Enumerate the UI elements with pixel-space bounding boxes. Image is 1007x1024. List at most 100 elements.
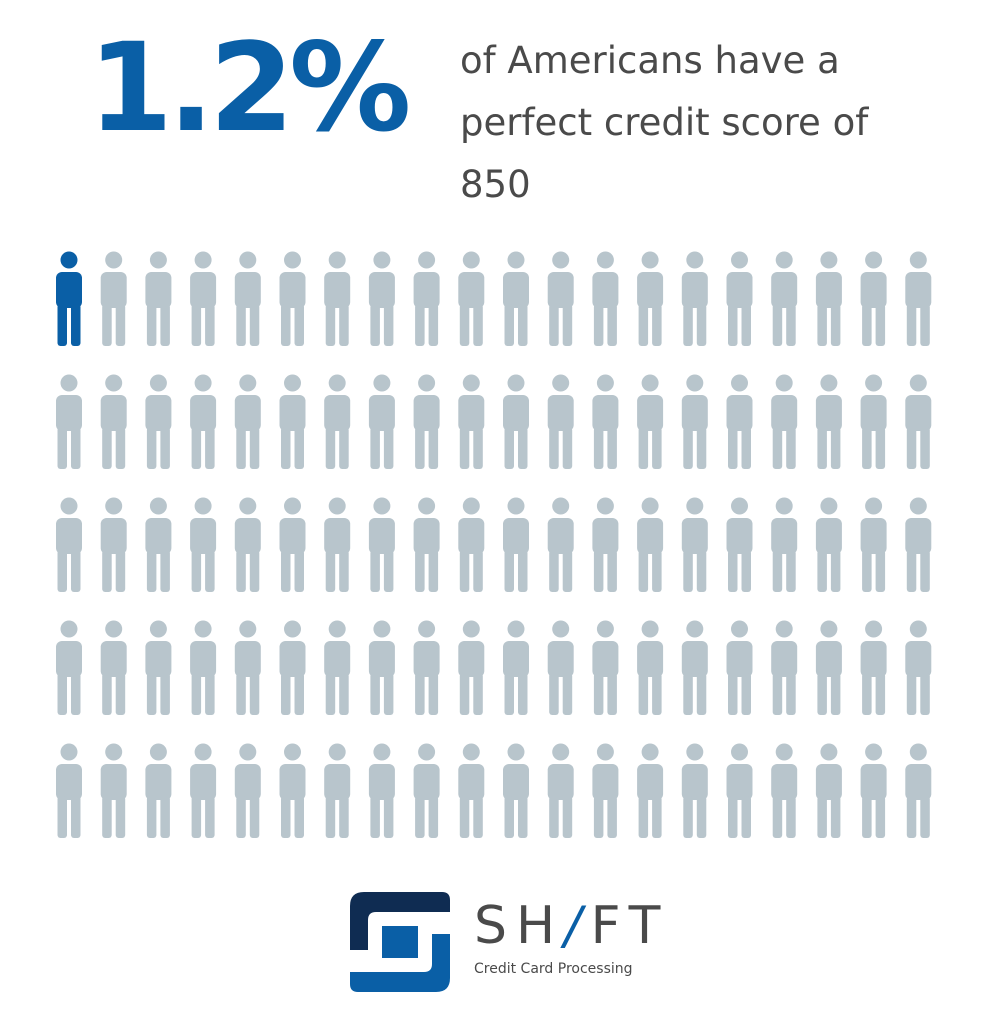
person-body [726,641,753,677]
person-left-leg [772,427,783,469]
person-right-leg [249,427,260,469]
person-left-leg [638,796,649,838]
pictogram-chart [56,251,932,838]
person-body [860,764,887,800]
person-body [637,641,664,677]
person-right-leg [428,304,439,346]
person-icon [726,251,753,346]
person-left-leg [728,304,738,346]
person-right-leg [875,427,886,469]
person-icon [100,620,127,715]
person-icon [145,497,172,592]
person-head [820,251,838,269]
person-body [503,518,529,554]
person-right-leg [920,673,930,715]
person-body [458,764,485,800]
person-icon [145,251,172,346]
person-head [552,620,570,638]
person-body [592,395,619,431]
person-icon [458,620,485,715]
person-head [149,251,167,269]
person-head [239,497,257,515]
person-icon [234,620,261,715]
person-body [279,641,306,677]
person-head [731,497,748,515]
person-body [324,272,351,308]
logo-mark-bottom-block [350,934,450,992]
person-left-leg [415,673,425,715]
person-icon [279,620,306,715]
person-head [552,251,570,269]
person-right-leg [428,550,439,592]
person-body [503,641,529,677]
person-head [60,374,78,392]
person-left-leg [504,673,514,715]
person-icon [368,374,395,469]
person-body [771,764,798,800]
person-right-leg [830,304,841,346]
person-right-leg [71,304,81,346]
person-left-leg [146,427,157,469]
person-right-leg [741,304,751,346]
person-left-leg [549,427,559,469]
person-left-leg [772,796,783,838]
person-right-leg [249,304,260,346]
person-icon [145,743,172,838]
person-left-leg [102,427,112,469]
person-left-leg [325,427,336,469]
person-right-leg [205,796,215,838]
person-head [284,743,301,761]
person-body [681,395,708,431]
person-icon [726,743,753,838]
person-left-leg [504,796,514,838]
person-right-leg [115,796,126,838]
person-left-leg [906,796,917,838]
person-head [239,374,257,392]
person-left-leg [638,550,649,592]
person-right-leg [786,304,796,346]
person-head [462,620,480,638]
person-head [552,497,570,515]
person-body [815,272,842,308]
person-head [149,620,167,638]
person-left-leg [638,427,649,469]
person-left-leg [102,304,112,346]
person-right-leg [562,304,573,346]
person-body [547,764,574,800]
person-left-leg [57,796,67,838]
person-left-leg [191,550,202,592]
person-icon [726,497,753,592]
person-body [726,518,753,554]
person-right-leg [115,673,126,715]
person-left-leg [906,427,917,469]
person-left-leg [817,673,827,715]
person-left-leg [549,304,559,346]
person-head [641,374,659,392]
person-icon [592,497,619,592]
person-icon [324,743,351,838]
person-head [418,251,436,269]
person-left-leg [102,550,112,592]
person-left-leg [281,796,291,838]
person-left-leg [57,427,67,469]
person-head [284,497,301,515]
person-body [413,641,440,677]
person-head [328,374,346,392]
person-head [865,620,883,638]
person-head [775,620,793,638]
person-icon [860,743,887,838]
person-body [815,764,842,800]
person-body [100,395,127,431]
person-body [503,764,529,800]
person-left-leg [638,304,649,346]
person-body [905,272,932,308]
person-icon [368,620,395,715]
person-head [328,620,346,638]
person-left-leg [817,304,827,346]
person-right-leg [562,427,573,469]
person-head [596,251,614,269]
person-head [686,620,704,638]
person-right-leg [696,673,707,715]
person-right-leg [473,796,483,838]
person-icon [234,251,261,346]
